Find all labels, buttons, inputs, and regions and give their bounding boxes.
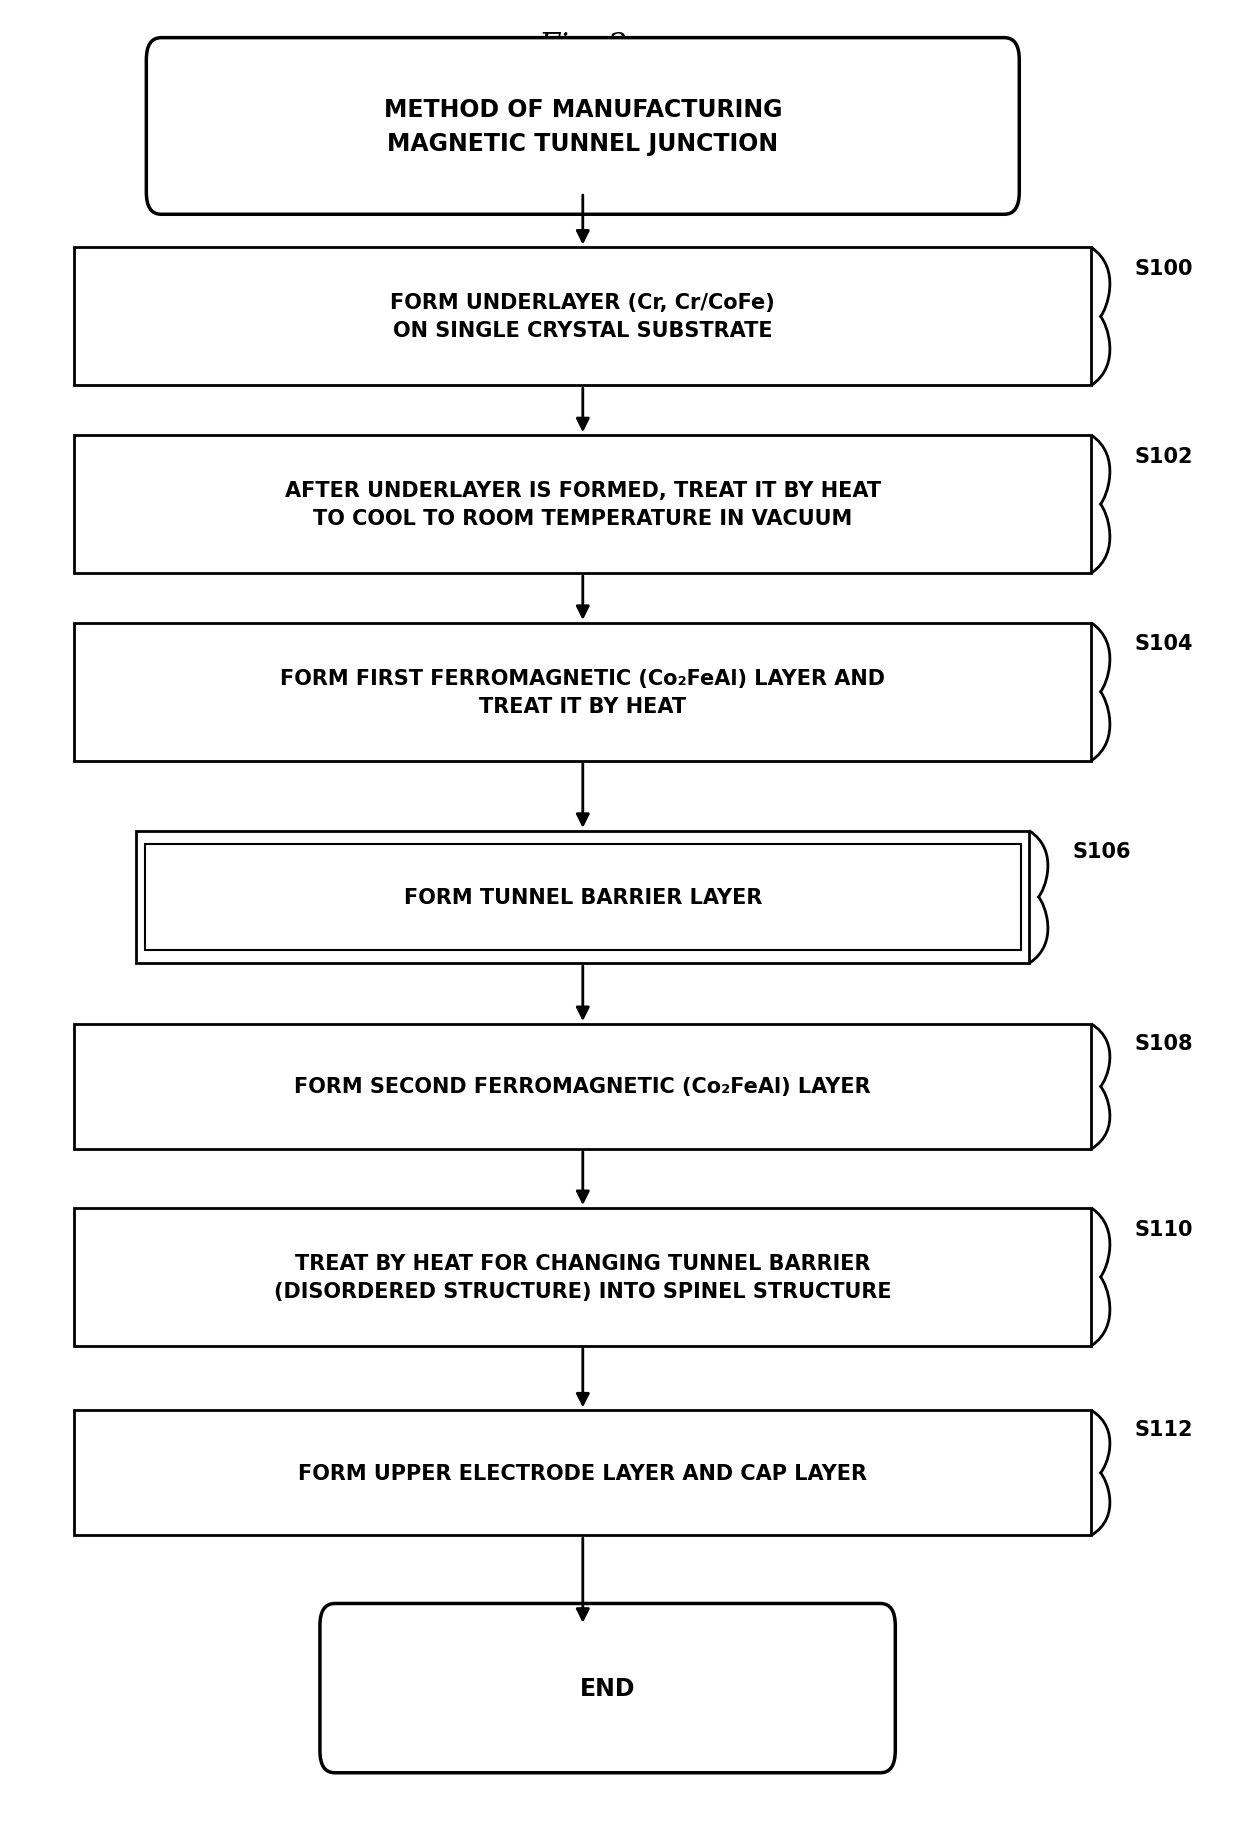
Bar <box>145 844 1021 951</box>
Text: S102: S102 <box>1135 447 1193 467</box>
Bar <box>74 248 1091 386</box>
Text: END: END <box>580 1675 635 1701</box>
Bar <box>136 831 1029 964</box>
Text: S112: S112 <box>1135 1420 1193 1440</box>
Bar <box>74 1411 1091 1536</box>
Text: S110: S110 <box>1135 1219 1193 1239</box>
FancyBboxPatch shape <box>146 39 1019 215</box>
Bar <box>74 1024 1091 1149</box>
Bar <box>74 1208 1091 1346</box>
Bar <box>74 623 1091 761</box>
FancyBboxPatch shape <box>320 1604 895 1773</box>
Text: FORM UPPER ELECTRODE LAYER AND CAP LAYER: FORM UPPER ELECTRODE LAYER AND CAP LAYER <box>299 1464 867 1482</box>
Text: TREAT BY HEAT FOR CHANGING TUNNEL BARRIER
(DISORDERED STRUCTURE) INTO SPINEL STR: TREAT BY HEAT FOR CHANGING TUNNEL BARRIE… <box>274 1252 892 1302</box>
Text: S108: S108 <box>1135 1034 1193 1054</box>
Text: Fig. 2: Fig. 2 <box>538 31 627 61</box>
Text: S106: S106 <box>1073 840 1131 861</box>
Text: AFTER UNDERLAYER IS FORMED, TREAT IT BY HEAT
TO COOL TO ROOM TEMPERATURE IN VACU: AFTER UNDERLAYER IS FORMED, TREAT IT BY … <box>285 480 880 530</box>
Text: FORM TUNNEL BARRIER LAYER: FORM TUNNEL BARRIER LAYER <box>403 888 763 907</box>
Text: FORM FIRST FERROMAGNETIC (Co₂FeAl) LAYER AND
TREAT IT BY HEAT: FORM FIRST FERROMAGNETIC (Co₂FeAl) LAYER… <box>280 668 885 717</box>
Bar <box>74 436 1091 574</box>
Text: METHOD OF MANUFACTURING
MAGNETIC TUNNEL JUNCTION: METHOD OF MANUFACTURING MAGNETIC TUNNEL … <box>383 97 782 156</box>
Text: FORM SECOND FERROMAGNETIC (Co₂FeAl) LAYER: FORM SECOND FERROMAGNETIC (Co₂FeAl) LAYE… <box>294 1078 872 1096</box>
Text: S100: S100 <box>1135 259 1193 280</box>
Text: FORM UNDERLAYER (Cr, Cr/CoFe)
ON SINGLE CRYSTAL SUBSTRATE: FORM UNDERLAYER (Cr, Cr/CoFe) ON SINGLE … <box>391 292 775 342</box>
Text: S104: S104 <box>1135 634 1193 655</box>
